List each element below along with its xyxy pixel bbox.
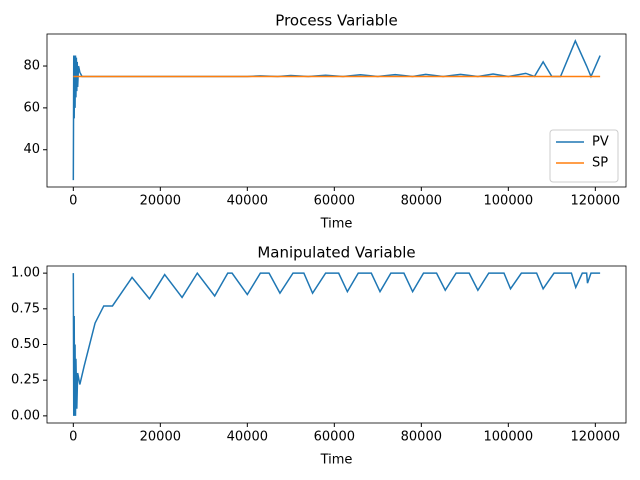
x-tick-label: 40000 — [227, 430, 268, 445]
y-tick-label: 60 — [23, 100, 40, 115]
x-tick-label: 120000 — [571, 194, 621, 209]
legend-label: PV — [592, 135, 609, 150]
chart-title: Manipulated Variable — [257, 244, 415, 262]
x-tick-label: 60000 — [314, 430, 355, 445]
y-tick-label: 0.00 — [11, 408, 40, 423]
x-axis-label: Time — [320, 453, 353, 468]
y-tick-label: 0.75 — [11, 301, 40, 316]
series-line — [72, 271, 601, 416]
x-tick-label: 60000 — [314, 194, 355, 209]
x-tick-label: 0 — [69, 194, 77, 209]
chart-title: Process Variable — [275, 12, 397, 30]
y-tick-label: 1.00 — [11, 266, 40, 281]
plot-frame — [46, 33, 627, 188]
x-tick-label: 40000 — [227, 194, 268, 209]
y-tick-label: 40 — [23, 142, 40, 157]
x-tick-label: 20000 — [140, 194, 181, 209]
x-tick-label: 120000 — [571, 430, 621, 445]
y-tick-label: 0.25 — [11, 373, 40, 388]
x-tick-label: 80000 — [401, 194, 442, 209]
legend-box — [549, 129, 619, 183]
y-tick-label: 0.50 — [11, 337, 40, 352]
plot-frame — [46, 265, 627, 424]
x-tick-label: 80000 — [401, 430, 442, 445]
x-tick-label: 0 — [69, 430, 77, 445]
series-line — [72, 39, 601, 181]
x-tick-label: 20000 — [140, 430, 181, 445]
legend-label: SP — [592, 156, 608, 171]
x-axis-label: Time — [320, 217, 353, 232]
x-tick-label: 100000 — [484, 194, 534, 209]
x-tick-label: 100000 — [484, 430, 534, 445]
y-tick-label: 80 — [23, 59, 40, 74]
